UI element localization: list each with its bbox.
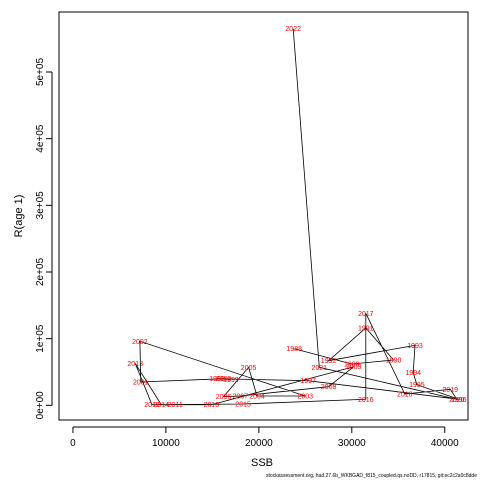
- x-tick-label: 0: [70, 438, 76, 449]
- series-line: [134, 28, 459, 406]
- point-label: 2004: [249, 394, 265, 401]
- point-label: 2016: [358, 397, 374, 404]
- footer-caption: stockassessment.org, had.27.6b_WKBGAD_f8…: [266, 473, 477, 479]
- point-label: 1995: [409, 382, 425, 389]
- point-label: 2018: [397, 392, 413, 399]
- point-label: 2005: [241, 365, 257, 372]
- point-label: 2020: [449, 397, 465, 404]
- x-tick-label: 30000: [338, 438, 366, 449]
- point-label: 1993: [407, 343, 423, 350]
- point-label: 2011: [168, 402, 183, 409]
- y-tick-label: 2e+05: [35, 258, 46, 287]
- point-label: 2015: [235, 402, 251, 409]
- y-tick-label: 0e+00: [35, 391, 46, 420]
- point-label: 2000: [216, 376, 232, 383]
- x-axis-label: SSB: [251, 457, 273, 469]
- point-label: 1988: [286, 346, 302, 353]
- y-axis-label: R(age 1): [13, 195, 25, 238]
- y-tick-label: 5e+05: [35, 58, 46, 87]
- data-layer: 1988 1989 1990 1991 1992 1993 1994 1995 1996 1997…: [127, 26, 466, 409]
- point-label: 1999: [223, 377, 239, 384]
- point-label: 1997: [300, 378, 316, 385]
- point-label: 2002: [132, 339, 148, 346]
- point-label: 2010: [204, 402, 220, 409]
- axis-layer: 0 10000 20000 30000 40000 0e+00 1e+05 2e+05 3e+0…: [35, 58, 459, 449]
- point-label: 1989: [344, 362, 360, 369]
- point-label: 2017: [358, 311, 374, 318]
- point-label: 1998: [209, 376, 225, 383]
- point-label: 2008: [321, 384, 337, 391]
- point-label: 2001: [133, 380, 149, 387]
- point-label: 2006: [216, 394, 232, 401]
- point-label: 2014: [154, 402, 170, 409]
- y-tick-label: 4e+05: [35, 124, 46, 153]
- point-label: 2022: [285, 26, 301, 33]
- y-tick-label: 3e+05: [35, 191, 46, 220]
- point-label: 1992: [321, 358, 337, 365]
- x-tick-label: 40000: [431, 438, 459, 449]
- x-tick-label: 10000: [152, 438, 180, 449]
- point-label: 2009: [346, 364, 362, 371]
- point-label: 2021: [312, 365, 328, 372]
- point-label: 2019: [443, 387, 459, 394]
- plot-frame: [58, 11, 469, 421]
- point-label: 1996: [451, 397, 467, 404]
- y-tick-label: 1e+05: [35, 324, 46, 353]
- point-label: 1990: [386, 358, 402, 365]
- point-label: 2012: [144, 402, 160, 409]
- point-label: 1994: [405, 370, 421, 377]
- point-label: 2007: [233, 394, 249, 401]
- point-label: 2003: [298, 394, 314, 401]
- point-label: 1991: [358, 326, 374, 333]
- x-tick-label: 20000: [245, 438, 273, 449]
- point-label: 2013: [127, 361, 143, 368]
